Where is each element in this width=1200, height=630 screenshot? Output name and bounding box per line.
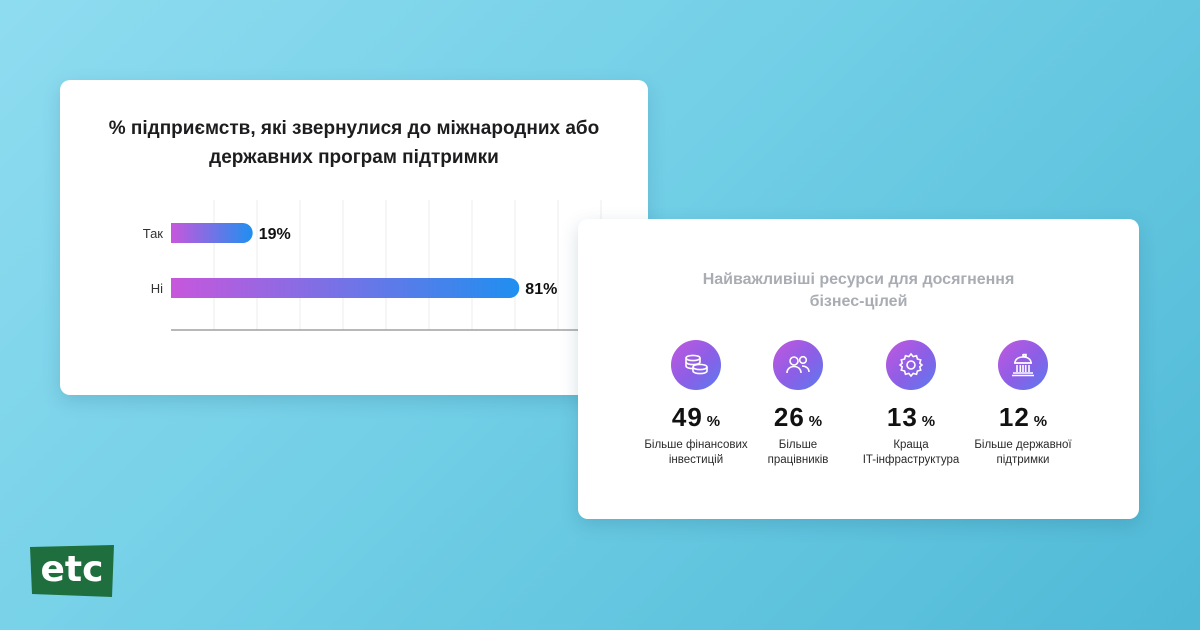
- bar-no: [171, 278, 520, 298]
- resource-item-finance: 49% Більше фінансових інвестицій: [621, 340, 771, 468]
- resource-value: 49%: [671, 402, 721, 432]
- resources-title-line-1: Найважливіші ресурси для досягнення: [702, 271, 1015, 288]
- government-building-icon: [998, 340, 1048, 390]
- resources-card: Найважливіші ресурси для досягнення бізн…: [578, 219, 1139, 519]
- resource-item-it: 13% Краща IT-інфраструктура: [836, 340, 986, 468]
- resource-label: Більше працівників: [767, 439, 829, 466]
- chart-title-line-2: державних програм підтримки: [209, 147, 499, 168]
- chart-title: % підприємств, які звернулися до міжнаро…: [60, 114, 648, 172]
- resources-title: Найважливіші ресурси для досягнення бізн…: [578, 269, 1139, 313]
- bar-yes: [171, 223, 253, 243]
- chart-card: % підприємств, які звернулися до міжнаро…: [60, 80, 648, 395]
- value-label: 81%: [525, 281, 557, 298]
- category-label: Так: [143, 226, 164, 241]
- people-icon: [773, 340, 823, 390]
- bar-chart: Так 19% Ні 81%: [143, 200, 648, 331]
- gear-icon: [886, 340, 936, 390]
- coins-icon: [671, 340, 721, 390]
- value-label: 19%: [259, 226, 291, 243]
- logo-text: etc: [40, 549, 104, 590]
- resource-value: 13%: [886, 402, 936, 432]
- resource-label: Більше державної підтримки: [974, 439, 1072, 466]
- chart-title-line-1: % підприємств, які звернулися до міжнаро…: [108, 118, 600, 139]
- resource-item-workers: 26% Більше працівників: [723, 340, 873, 468]
- resource-label: Краща IT-інфраструктура: [862, 439, 960, 466]
- resource-label: Більше фінансових інвестицій: [644, 439, 748, 466]
- resources-title-line-2: бізнес-цілей: [809, 293, 908, 310]
- resource-value: 12%: [998, 402, 1048, 432]
- category-label: Ні: [151, 281, 163, 296]
- resource-value: 26%: [773, 402, 823, 432]
- etc-logo: etc: [30, 545, 114, 597]
- resource-item-government: 12% Більше державної підтримки: [948, 340, 1098, 468]
